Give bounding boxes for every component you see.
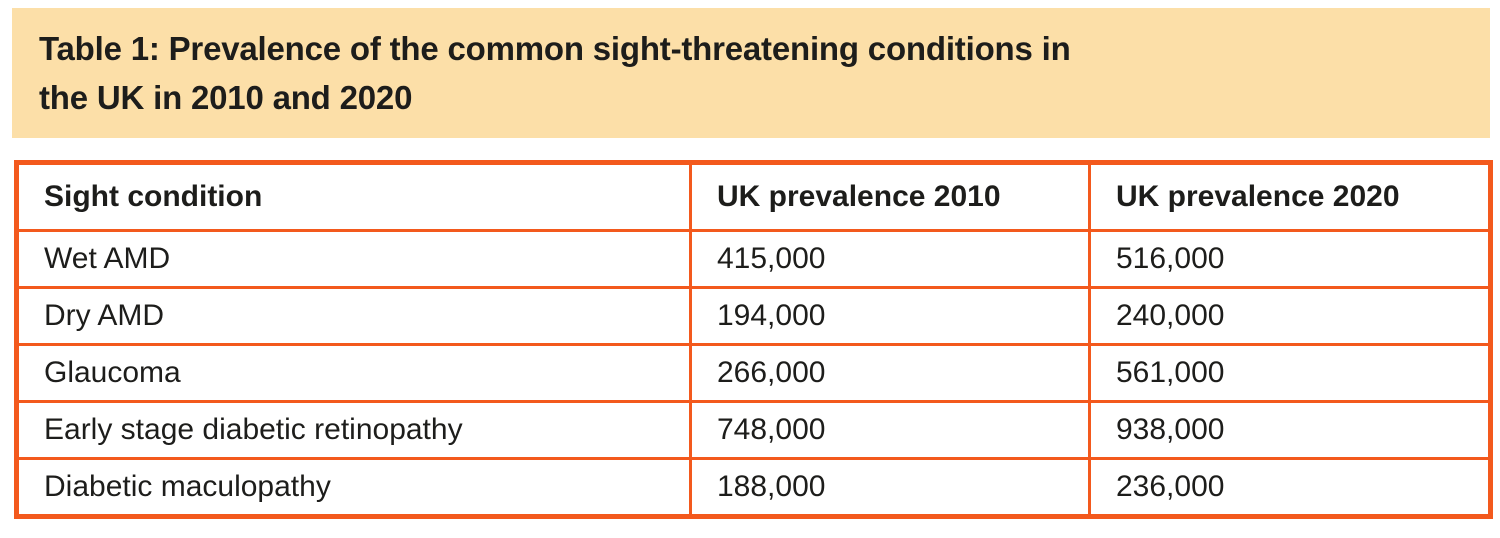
table-title-line-1: Table 1: Prevalence of the common sight-… [39,30,1071,67]
column-header-uk-prevalence-2020: UK prevalence 2020 [1088,161,1492,232]
cell-prevalence-2010: 266,000 [689,343,1091,403]
cell-condition: Glaucoma [15,343,692,403]
column-header-uk-prevalence-2010: UK prevalence 2010 [689,161,1091,232]
table-row-glaucoma: Glaucoma 266,000 561,000 [15,343,1492,403]
table-row-diabetic-maculopathy: Diabetic maculopathy 188,000 236,000 [15,457,1492,518]
cell-condition: Early stage diabetic retinopathy [15,400,692,460]
cell-prevalence-2020: 561,000 [1088,343,1492,403]
column-header-sight-condition: Sight condition [15,161,692,232]
table-title-line-2: the UK in 2010 and 2020 [39,79,413,116]
table-title: Table 1: Prevalence of the common sight-… [12,8,1490,122]
table-header-row: Sight condition UK prevalence 2010 UK pr… [15,161,1492,232]
cell-prevalence-2010: 748,000 [689,400,1091,460]
cell-prevalence-2010: 415,000 [689,229,1091,289]
cell-condition: Dry AMD [15,286,692,346]
cell-condition: Diabetic maculopathy [15,457,692,518]
prevalence-table: Sight condition UK prevalence 2010 UK pr… [14,160,1493,519]
cell-prevalence-2020: 236,000 [1088,457,1492,518]
cell-prevalence-2020: 938,000 [1088,400,1492,460]
table-row-early-stage-diabetic-retinopathy: Early stage diabetic retinopathy 748,000… [15,400,1492,460]
table-row-dry-amd: Dry AMD 194,000 240,000 [15,286,1492,346]
cell-prevalence-2010: 188,000 [689,457,1091,518]
cell-prevalence-2020: 516,000 [1088,229,1492,289]
cell-prevalence-2010: 194,000 [689,286,1091,346]
cell-condition: Wet AMD [15,229,692,289]
table-row-wet-amd: Wet AMD 415,000 516,000 [15,229,1492,289]
table-title-band: Table 1: Prevalence of the common sight-… [12,8,1490,138]
cell-prevalence-2020: 240,000 [1088,286,1492,346]
